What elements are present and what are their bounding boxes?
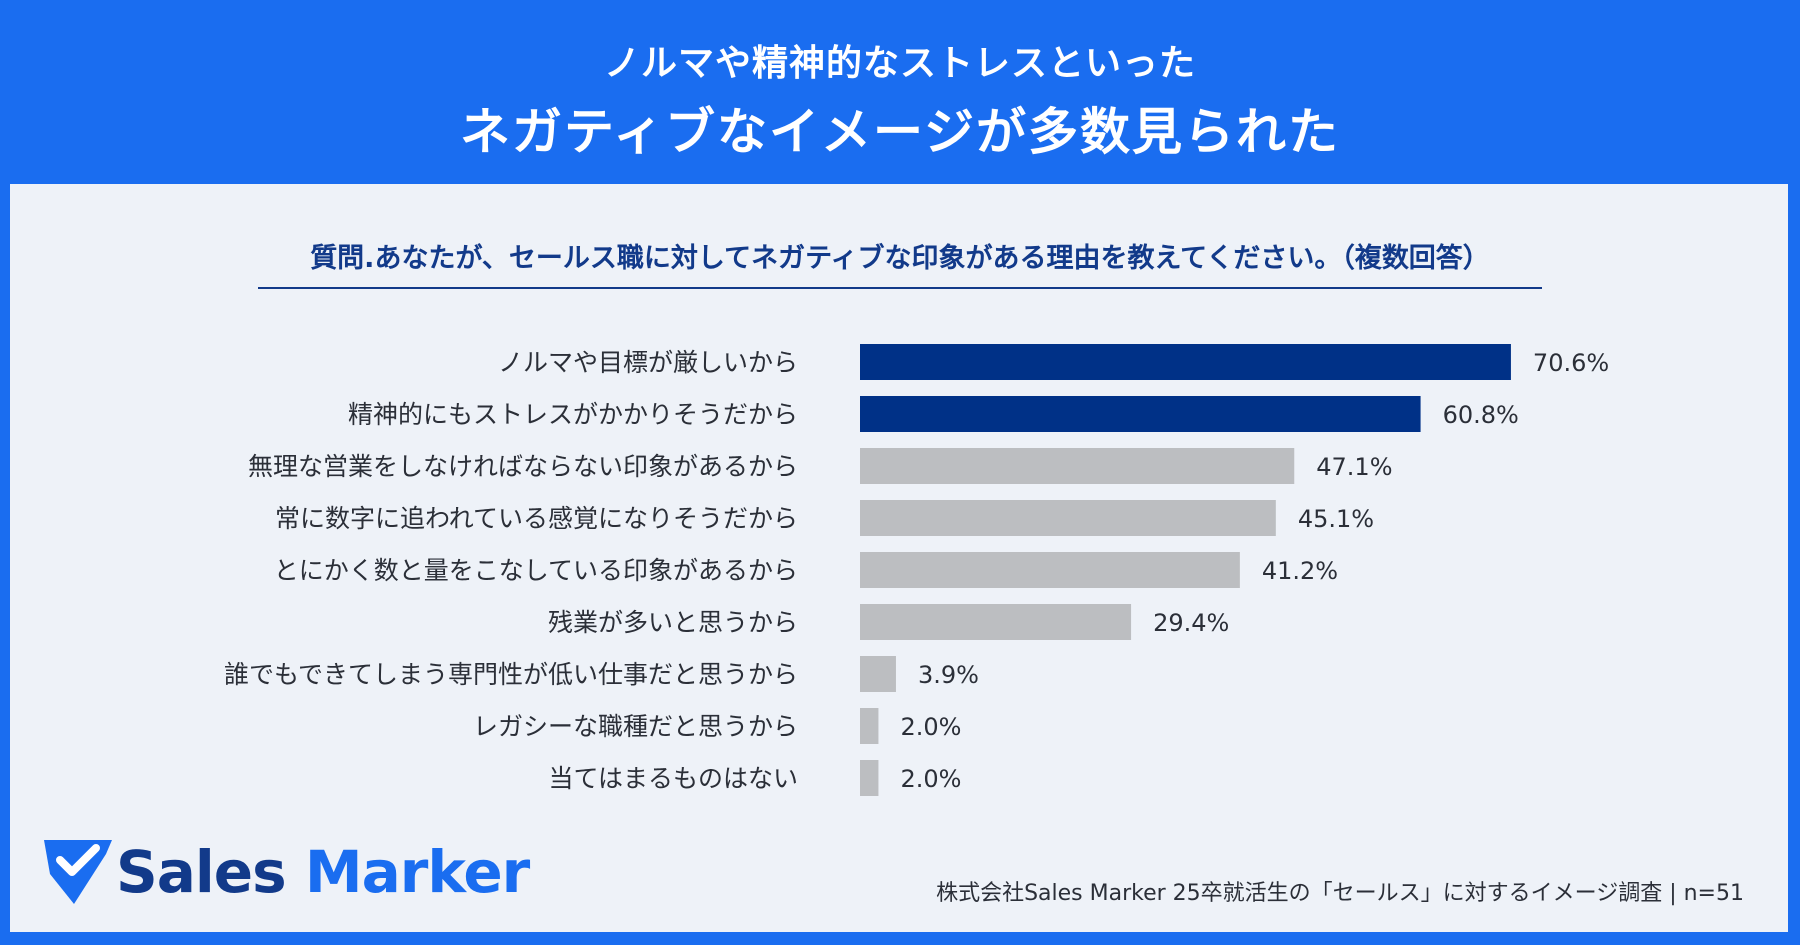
- source-note: 株式会社Sales Marker 25卒就活生の「セールス」に対するイメージ調査…: [936, 881, 1744, 906]
- bar: [860, 448, 1295, 484]
- category-label: ノルマや目標が厳しいから: [498, 348, 798, 377]
- bar: [860, 760, 879, 796]
- category-label: とにかく数と量をこなしている印象があるから: [274, 556, 798, 585]
- survey-question: 質問.あなたが、セールス職に対してネガティブな印象がある理由を教えてください。（…: [258, 236, 1542, 289]
- headline-line2: ネガティブなイメージが多数見られた: [460, 103, 1340, 161]
- value-label: 41.2%: [1262, 557, 1338, 585]
- value-label: 29.4%: [1153, 609, 1229, 637]
- category-label: レガシーな職種だと思うから: [473, 712, 798, 741]
- bar: [860, 656, 896, 692]
- category-label: 常に数字に追われている感覚になりそうだから: [275, 504, 798, 533]
- category-label: 精神的にもストレスがかかりそうだから: [348, 400, 798, 429]
- value-label: 2.0%: [900, 713, 961, 741]
- bar: [860, 552, 1240, 588]
- header-banner: ノルマや精神的なストレスといった ネガティブなイメージが多数見られた: [0, 0, 1800, 184]
- headline-line1: ノルマや精神的なストレスといった: [603, 43, 1196, 84]
- value-label: 60.8%: [1443, 401, 1519, 429]
- bar: [860, 604, 1132, 640]
- category-label: 当てはまるものはない: [548, 764, 798, 793]
- value-label: 3.9%: [918, 661, 979, 689]
- logo-word-sales: Sales: [116, 838, 287, 906]
- category-label: 誰でもできてしまう専門性が低い仕事だと思うから: [224, 660, 798, 689]
- value-label: 70.6%: [1533, 349, 1609, 377]
- location-pin-check-icon: [44, 840, 112, 904]
- value-label: 45.1%: [1298, 505, 1374, 533]
- bar: [860, 500, 1276, 536]
- category-label: 無理な営業をしなければならない印象があるから: [248, 452, 798, 481]
- value-label: 2.0%: [900, 765, 961, 793]
- value-label: 47.1%: [1316, 453, 1392, 481]
- category-label: 残業が多いと思うから: [548, 608, 798, 637]
- logo-word-marker: Marker: [304, 838, 530, 906]
- bar: [860, 396, 1421, 432]
- bar: [860, 708, 879, 744]
- logo-wordmark: Sales Marker: [116, 838, 530, 906]
- bar: [860, 344, 1511, 380]
